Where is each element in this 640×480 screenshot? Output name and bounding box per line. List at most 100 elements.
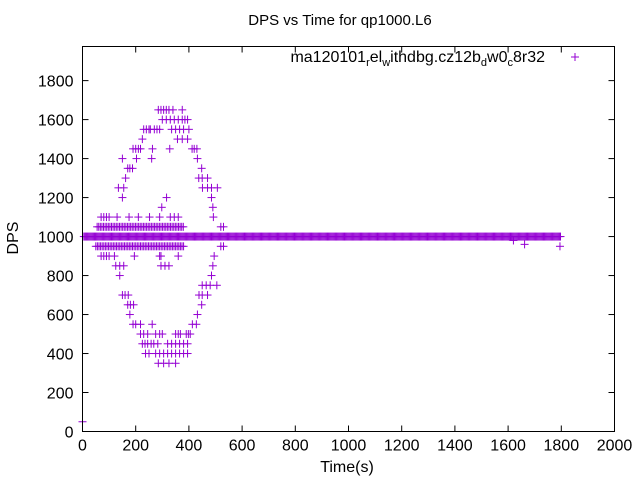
chart-title: DPS vs Time for qp1000.L6 [248, 12, 431, 29]
data-point [147, 154, 156, 163]
x-tick-label: 400 [176, 438, 203, 455]
data-point [208, 261, 217, 270]
x-tick-label: 2000 [597, 438, 633, 455]
data-point [207, 193, 216, 202]
data-point [184, 125, 193, 134]
data-point [119, 183, 128, 192]
y-tick-label: 1600 [38, 113, 74, 130]
data-point [162, 193, 171, 202]
data-point [212, 281, 221, 290]
data-point [210, 252, 219, 261]
axis-ticks: 0 200 400 600 800 1000 1200 1400 1600 1800 2000 0 20… [38, 46, 633, 455]
data-point [171, 359, 180, 368]
x-tick-label: 800 [282, 438, 309, 455]
legend: ma120101relwithdbg.cz12bdw0c8r32 [290, 49, 579, 69]
y-tick-label: 800 [47, 269, 74, 286]
data-point [128, 164, 137, 173]
y-axis-label: DPS [5, 222, 22, 255]
data-point [119, 261, 128, 270]
data-point [509, 236, 518, 245]
x-tick-label: 0 [78, 438, 87, 455]
data-point [203, 291, 212, 300]
data-point [208, 203, 217, 212]
data-point [145, 213, 154, 222]
y-tick-label: 1000 [38, 230, 74, 247]
plot-border [82, 46, 615, 432]
data-point [183, 339, 192, 348]
data-point [118, 193, 127, 202]
data-point [165, 144, 174, 153]
data-point [118, 154, 127, 163]
data-point [555, 242, 564, 251]
data-point [124, 291, 133, 300]
data-point [143, 330, 152, 339]
x-tick-label: 1200 [384, 438, 420, 455]
data-point [105, 213, 114, 222]
x-tick-label: 200 [122, 438, 149, 455]
legend-marker-point [571, 53, 579, 61]
data-point [125, 213, 134, 222]
y-tick-label: 1200 [38, 191, 74, 208]
data-point [556, 232, 565, 241]
data-point [113, 213, 122, 222]
data-point [213, 183, 222, 192]
y-tick-label: 400 [47, 347, 74, 364]
y-tick-label: 1400 [38, 152, 74, 169]
data-point [520, 240, 529, 249]
data-point [155, 213, 164, 222]
y-tick-label: 1800 [38, 74, 74, 91]
data-point [197, 164, 206, 173]
data-point [219, 242, 228, 251]
y-tick-label: 200 [47, 386, 74, 403]
x-tick-label: 1800 [544, 438, 580, 455]
data-point [115, 271, 124, 280]
data-point [125, 310, 134, 319]
data-point [130, 252, 139, 261]
data-point [183, 349, 192, 358]
data-point [129, 300, 138, 309]
data-point [155, 125, 164, 134]
data-point [219, 222, 228, 231]
x-tick-label: 1600 [490, 438, 526, 455]
data-point [183, 115, 192, 124]
data-point [179, 242, 188, 251]
data-point [174, 213, 183, 222]
data-point [193, 154, 202, 163]
x-tick-label: 600 [229, 438, 256, 455]
data-point [148, 320, 157, 329]
data-point [156, 252, 165, 261]
data-point [207, 271, 216, 280]
data-point [110, 252, 119, 261]
data-point [158, 330, 167, 339]
y-tick-label: 0 [65, 425, 74, 442]
legend-marker-plus-icon [571, 53, 579, 61]
data-point [192, 320, 201, 329]
data-point [136, 144, 145, 153]
legend-label: ma120101relwithdbg.cz12bdw0c8r32 [290, 49, 545, 69]
data-point [136, 320, 145, 329]
data-point [197, 300, 206, 309]
data-point [203, 174, 212, 183]
data-point [138, 135, 147, 144]
data-point [209, 213, 218, 222]
data-point [121, 174, 130, 183]
y-tick-label: 600 [47, 308, 74, 325]
data-point [186, 330, 195, 339]
data-point [153, 339, 162, 348]
data-point [192, 144, 201, 153]
data-point [193, 310, 202, 319]
data-points [78, 105, 565, 426]
data-point [174, 252, 183, 261]
x-tick-label: 1400 [437, 438, 473, 455]
data-point [148, 144, 157, 153]
data-point [178, 105, 187, 114]
data-point [183, 135, 192, 144]
x-axis-label: Time(s) [320, 459, 374, 476]
data-point [168, 105, 177, 114]
data-point [164, 261, 173, 270]
x-tick-label: 1000 [331, 438, 367, 455]
data-point [157, 203, 166, 212]
data-point [134, 213, 143, 222]
data-point [179, 222, 188, 231]
